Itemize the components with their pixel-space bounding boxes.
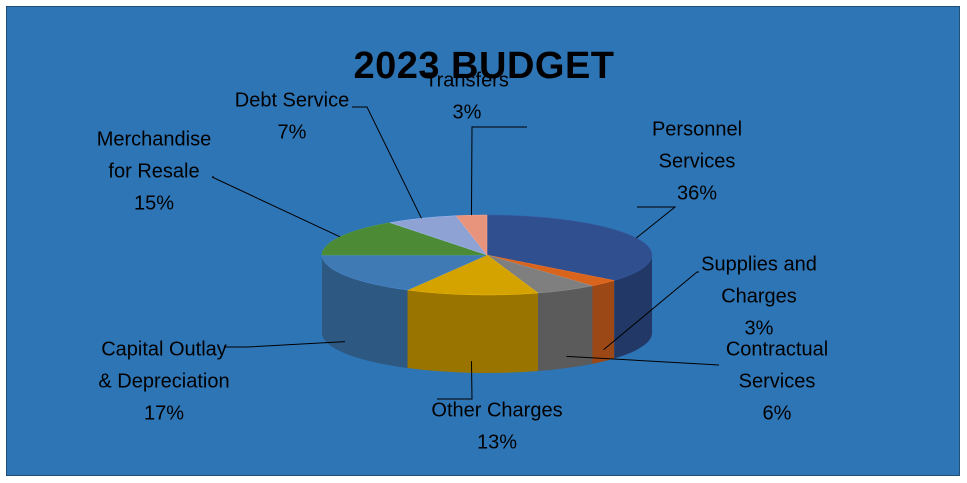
- leader-line-6: [352, 106, 422, 219]
- slice-value-label: 15%: [134, 192, 174, 214]
- slice-category-label: Contractual: [726, 338, 828, 360]
- slice-category-label: Services: [659, 150, 736, 172]
- slice-category-label: for Resale: [108, 160, 199, 182]
- pie-chart: Personnel Services 36% Supplies and Charges 3…: [97, 69, 828, 453]
- slice-category-label: Capital Outlay: [101, 338, 227, 360]
- slice-category-label: & Depreciation: [98, 370, 229, 392]
- slice-value-label: 13%: [477, 431, 517, 453]
- pie-slice-7: [455, 214, 488, 256]
- leader-line-3: [437, 361, 473, 400]
- pie-side-1: [592, 280, 615, 364]
- leader-line-0: [635, 206, 677, 239]
- slice-category-label: Services: [739, 370, 816, 392]
- pie-side-3: [407, 290, 538, 374]
- slice-category-label: Charges: [721, 285, 797, 307]
- leader-line-2: [566, 355, 720, 366]
- slice-value-label: 3%: [453, 101, 482, 123]
- leader-line-1: [603, 271, 699, 350]
- leader-line-7: [470, 126, 527, 216]
- slice-category-label: Supplies and: [701, 253, 817, 275]
- leader-line-4: [224, 341, 346, 348]
- pie-slice-0: [486, 214, 653, 281]
- slice-value-label: 3%: [745, 317, 774, 339]
- slice-category-label: Transfers: [425, 69, 509, 91]
- pie-slice-3: [406, 254, 539, 296]
- slice-category-label: Merchandise: [97, 128, 212, 150]
- slice-value-label: 36%: [677, 182, 717, 204]
- slice-value-label: 7%: [278, 121, 307, 143]
- chart-title: 2023 BUDGET: [353, 45, 615, 87]
- slice-value-label: 6%: [763, 402, 792, 424]
- pie-slice-5: [321, 222, 488, 256]
- slice-category-label: Personnel: [652, 118, 742, 140]
- slice-category-label: Debt Service: [235, 89, 350, 111]
- leader-line-5: [211, 176, 341, 238]
- pie-side-4: [322, 255, 408, 369]
- slice-category-label: Other Charges: [431, 399, 562, 421]
- pie-side-2: [537, 285, 593, 372]
- chart-area: Personnel Services 36% Supplies and Charges 3…: [6, 6, 960, 476]
- pie-slice-4: [321, 254, 488, 291]
- slice-value-label: 17%: [144, 402, 184, 424]
